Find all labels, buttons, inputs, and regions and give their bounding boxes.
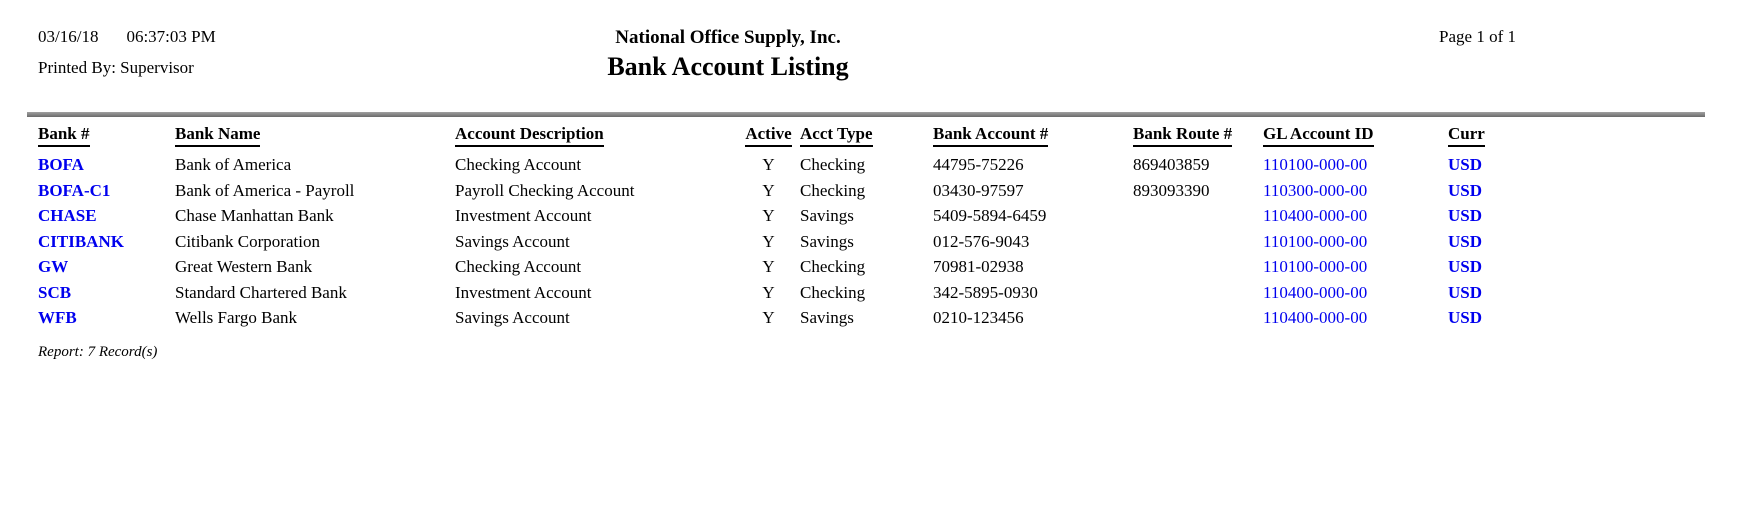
gl-account-id-link[interactable]: 110100-000-00 <box>1263 257 1368 276</box>
acct-type-cell: Savings <box>800 308 854 327</box>
active-cell: Y <box>762 257 775 276</box>
currency-link[interactable]: USD <box>1448 206 1483 225</box>
account-description-cell: Investment Account <box>455 282 592 302</box>
column-header-bank-account-number: Bank Account # <box>933 124 1133 147</box>
report-title: Bank Account Listing <box>607 52 849 81</box>
table-row: SCB Standard Chartered Bank Investment A… <box>38 280 1516 306</box>
bank-number-link[interactable]: WFB <box>38 308 77 327</box>
currency-link[interactable]: USD <box>1448 282 1483 302</box>
gl-account-id-link[interactable]: 110100-000-00 <box>1263 231 1368 251</box>
company-name: National Office Supply, Inc. <box>615 27 841 48</box>
currency-link[interactable]: USD <box>1448 308 1483 327</box>
print-datetime: 03/16/18 06:37:03 PM <box>38 27 216 47</box>
acct-type-cell: Savings <box>800 206 854 225</box>
table-header-row: Bank # Bank Name Account Description Act… <box>38 124 1516 147</box>
table-row: BOFA-C1 Bank of America - Payroll Payrol… <box>38 178 1516 204</box>
account-description-cell: Investment Account <box>455 206 592 225</box>
bank-number-link[interactable]: BOFA <box>38 155 84 174</box>
header-separator <box>27 112 1705 117</box>
bank-account-number-cell: 5409-5894-6459 <box>933 206 1047 225</box>
currency-link[interactable]: USD <box>1448 180 1483 200</box>
acct-type-cell: Checking <box>800 180 866 200</box>
column-header-active: Active <box>737 124 800 147</box>
currency-link[interactable]: USD <box>1448 155 1483 174</box>
bank-route-number-cell <box>1133 229 1263 255</box>
record-count-summary: Report: 7 Record(s) <box>38 344 158 360</box>
column-header-curr: Curr <box>1448 124 1516 147</box>
column-header-gl-account-id: GL Account ID <box>1263 124 1448 147</box>
bank-name-cell: Citibank Corporation <box>175 231 320 251</box>
table-row: CITIBANK Citibank Corporation Savings Ac… <box>38 229 1516 255</box>
printed-by-label: Printed By: <box>38 58 116 77</box>
bank-name-cell: Great Western Bank <box>175 257 313 276</box>
currency-link[interactable]: USD <box>1448 231 1483 251</box>
acct-type-cell: Checking <box>800 257 866 276</box>
bank-number-link[interactable]: BOFA-C1 <box>38 180 111 200</box>
print-time: 06:37:03 PM <box>126 27 216 46</box>
bank-number-link[interactable]: GW <box>38 257 69 276</box>
active-cell: Y <box>762 308 775 327</box>
bank-name-cell: Standard Chartered Bank <box>175 282 347 302</box>
table-row: CHASE Chase Manhattan Bank Investment Ac… <box>38 203 1516 229</box>
column-header-account-description: Account Description <box>455 124 737 147</box>
bank-name-cell: Wells Fargo Bank <box>175 308 298 327</box>
table-row: WFB Wells Fargo Bank Savings Account Y S… <box>38 305 1516 331</box>
gl-account-id-link[interactable]: 110400-000-00 <box>1263 206 1368 225</box>
printed-by-user: Supervisor <box>120 58 194 77</box>
print-date: 03/16/18 <box>38 27 99 46</box>
bank-account-number-cell: 70981-02938 <box>933 257 1024 276</box>
gl-account-id-link[interactable]: 110100-000-00 <box>1263 155 1368 174</box>
table-body: BOFA Bank of America Checking Account Y … <box>38 152 1516 331</box>
bank-route-number-cell <box>1133 254 1263 280</box>
bank-account-number-cell: 44795-75226 <box>933 155 1024 174</box>
active-cell: Y <box>762 180 775 200</box>
printed-by: Printed By: Supervisor <box>38 58 194 78</box>
bank-name-cell: Bank of America - Payroll <box>175 180 355 200</box>
bank-route-number-cell <box>1133 305 1263 331</box>
column-header-bank-route-number: Bank Route # <box>1133 124 1263 147</box>
column-header-bank-name: Bank Name <box>175 124 455 147</box>
bank-name-cell: Chase Manhattan Bank <box>175 206 334 225</box>
bank-route-number-cell: 869403859 <box>1133 155 1210 174</box>
bank-number-link[interactable]: CHASE <box>38 206 97 225</box>
bank-route-number-cell <box>1133 203 1263 229</box>
active-cell: Y <box>762 282 775 302</box>
bank-account-number-cell: 0210-123456 <box>933 308 1024 327</box>
bank-number-link[interactable]: SCB <box>38 282 72 302</box>
active-cell: Y <box>762 155 775 174</box>
gl-account-id-link[interactable]: 110400-000-00 <box>1263 308 1368 327</box>
column-header-acct-type: Acct Type <box>800 124 933 147</box>
bank-route-number-cell: 893093390 <box>1133 180 1210 200</box>
bank-number-link[interactable]: CITIBANK <box>38 231 124 251</box>
bank-account-number-cell: 012-576-9043 <box>933 231 1030 251</box>
bank-route-number-cell <box>1133 280 1263 306</box>
currency-link[interactable]: USD <box>1448 257 1483 276</box>
account-description-cell: Payroll Checking Account <box>455 180 635 200</box>
table-row: GW Great Western Bank Checking Account Y… <box>38 254 1516 280</box>
gl-account-id-link[interactable]: 110300-000-00 <box>1263 180 1368 200</box>
active-cell: Y <box>762 231 775 251</box>
acct-type-cell: Savings <box>800 231 854 251</box>
bank-name-cell: Bank of America <box>175 155 292 174</box>
active-cell: Y <box>762 206 775 225</box>
table-row: BOFA Bank of America Checking Account Y … <box>38 152 1516 178</box>
account-description-cell: Checking Account <box>455 257 582 276</box>
column-header-bank-number: Bank # <box>38 124 175 147</box>
acct-type-cell: Checking <box>800 155 866 174</box>
account-description-cell: Checking Account <box>455 155 582 174</box>
account-description-cell: Savings Account <box>455 231 570 251</box>
page-indicator: Page 1 of 1 <box>1439 27 1516 46</box>
bank-account-number-cell: 03430-97597 <box>933 180 1024 200</box>
acct-type-cell: Checking <box>800 282 866 302</box>
bank-account-number-cell: 342-5895-0930 <box>933 282 1038 302</box>
gl-account-id-link[interactable]: 110400-000-00 <box>1263 282 1368 302</box>
account-description-cell: Savings Account <box>455 308 570 327</box>
